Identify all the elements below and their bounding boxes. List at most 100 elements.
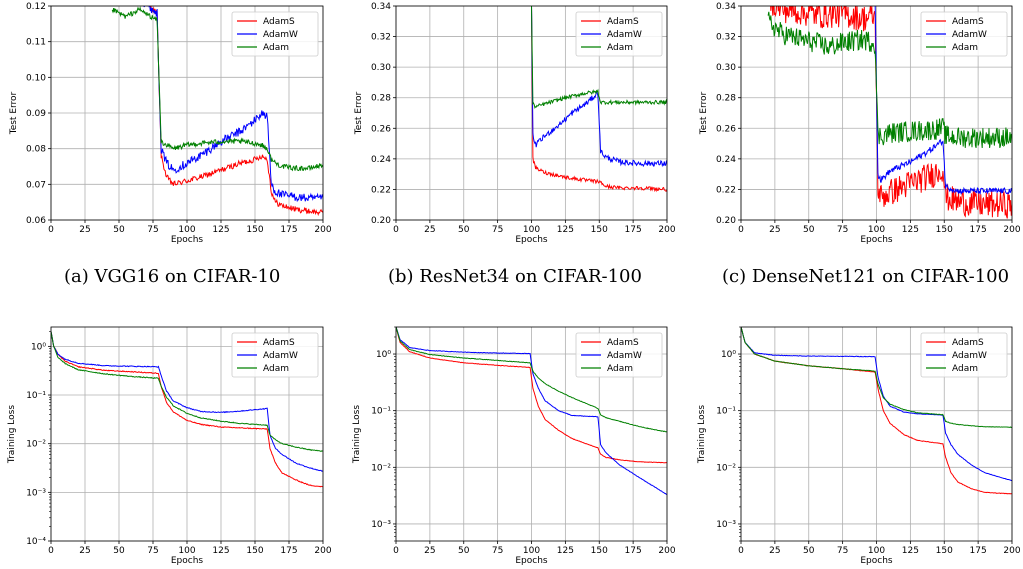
x-tick-label: 25 xyxy=(424,225,435,235)
y-tick-label: 0.11 xyxy=(26,38,46,48)
y-axis-label: Training Loss xyxy=(697,405,707,464)
x-axis-label: Epochs xyxy=(171,235,204,245)
legend-label-adamw: AdamW xyxy=(263,30,298,40)
y-tick-label: 10⁻¹ xyxy=(371,407,391,417)
x-tick-label: 175 xyxy=(970,225,987,235)
series-line-adams xyxy=(531,6,667,193)
x-tick-label: 25 xyxy=(769,546,780,556)
x-tick-label: 50 xyxy=(458,225,470,235)
y-tick-label: 0.20 xyxy=(371,216,391,226)
series-line-adams xyxy=(396,327,667,464)
caption-a: (a) VGG16 on CIFAR-10 xyxy=(64,266,281,287)
x-axis-label: Epochs xyxy=(515,235,548,245)
legend-label-adam: Adam xyxy=(607,43,633,53)
x-tick-label: 0 xyxy=(393,546,399,556)
y-tick-label: 10⁰ xyxy=(721,350,736,360)
y-tick-label: 0.08 xyxy=(26,145,46,155)
legend-label-adam: Adam xyxy=(952,43,978,53)
x-axis-label: Epochs xyxy=(860,556,893,566)
x-tick-label: 75 xyxy=(492,225,503,235)
x-tick-label: 75 xyxy=(837,225,848,235)
y-tick-label: 10⁻³ xyxy=(716,520,736,530)
y-tick-label: 0.06 xyxy=(26,216,46,226)
series-line-adam xyxy=(531,6,667,109)
x-tick-label: 150 xyxy=(591,225,608,235)
x-tick-label: 150 xyxy=(936,546,953,556)
x-axis-label: Epochs xyxy=(515,556,548,566)
series-line-adam xyxy=(111,6,323,172)
y-tick-label: 0.28 xyxy=(716,94,736,104)
legend-label-adams: AdamS xyxy=(263,17,295,27)
x-tick-label: 200 xyxy=(1003,225,1020,235)
y-tick-label: 0.26 xyxy=(371,124,391,134)
x-tick-label: 150 xyxy=(936,225,953,235)
chart-a-test: 0 25 50 75 100 125 150 175 200 0.06 0.07 0.08 0.09 0.… xyxy=(9,2,332,245)
x-tick-label: 200 xyxy=(658,546,675,556)
x-tick-label: 50 xyxy=(458,546,470,556)
x-tick-label: 50 xyxy=(113,225,125,235)
y-tick-label: 10⁻³ xyxy=(26,488,46,498)
y-tick-label: 10⁻¹ xyxy=(716,407,736,417)
y-tick-label: 10⁻² xyxy=(371,463,391,473)
legend-label-adamw: AdamW xyxy=(607,30,642,40)
legend-label-adam: Adam xyxy=(607,364,633,374)
x-tick-label: 50 xyxy=(113,546,125,556)
x-tick-label: 200 xyxy=(1003,546,1020,556)
series-line-adams xyxy=(144,6,323,217)
y-tick-label: 0.24 xyxy=(716,155,736,165)
x-tick-label: 175 xyxy=(280,546,297,556)
x-tick-label: 125 xyxy=(902,546,919,556)
legend-box xyxy=(920,332,1008,378)
legend-box xyxy=(575,332,663,378)
legend: AdamS AdamW Adam xyxy=(231,11,319,57)
x-tick-label: 200 xyxy=(314,546,331,556)
x-tick-label: 175 xyxy=(280,225,297,235)
chart-c-test: 0 25 50 75 100 125 150 175 200 0.20 0.22 0.24 0.26 0.… xyxy=(699,2,1021,245)
x-tick-label: 0 xyxy=(393,225,399,235)
x-tick-label: 25 xyxy=(79,225,90,235)
y-tick-label: 10⁻³ xyxy=(371,520,391,530)
y-tick-label: 10⁰ xyxy=(31,342,46,352)
x-tick-label: 0 xyxy=(738,225,744,235)
series-line-adam xyxy=(396,327,667,433)
legend-label-adams: AdamS xyxy=(607,338,639,348)
x-axis-label: Epochs xyxy=(171,556,204,566)
x-tick-label: 175 xyxy=(970,546,987,556)
chart-b-test: 0 25 50 75 100 125 150 175 200 0.20 0.22 0.24 0.26 0.… xyxy=(354,2,676,245)
x-tick-label: 0 xyxy=(48,546,54,556)
x-tick-label: 100 xyxy=(178,225,195,235)
y-tick-label: 0.28 xyxy=(371,94,391,104)
y-axis-label: Test Error xyxy=(354,91,364,135)
x-axis-label: Epochs xyxy=(860,235,893,245)
y-tick-label: 0.12 xyxy=(26,2,46,12)
series-line-adamw xyxy=(741,327,1012,482)
series-line-adamw xyxy=(531,6,667,168)
legend-label-adams: AdamS xyxy=(952,338,984,348)
x-tick-label: 125 xyxy=(902,225,919,235)
legend-box xyxy=(920,11,1008,57)
y-tick-label: 10⁻² xyxy=(716,463,736,473)
x-tick-label: 100 xyxy=(178,546,195,556)
y-tick-label: 0.10 xyxy=(26,73,46,83)
y-tick-label: 0.34 xyxy=(716,2,736,12)
x-tick-label: 100 xyxy=(523,546,540,556)
series-line-adam xyxy=(767,11,1012,149)
series-line-adamw xyxy=(396,327,667,496)
y-axis-label: Training Loss xyxy=(352,405,362,464)
y-tick-label: 0.07 xyxy=(26,180,46,190)
x-tick-label: 125 xyxy=(212,546,229,556)
x-tick-label: 100 xyxy=(868,225,885,235)
y-axis-label: Test Error xyxy=(9,91,19,135)
y-axis-label: Test Error xyxy=(699,91,709,135)
legend-label-adams: AdamS xyxy=(263,338,295,348)
y-tick-label: 0.24 xyxy=(371,155,391,165)
y-tick-label: 0.22 xyxy=(371,185,391,195)
legend-label-adam: Adam xyxy=(952,364,978,374)
x-tick-label: 125 xyxy=(557,225,574,235)
series-line-adamw xyxy=(51,331,323,472)
series-line-adams xyxy=(770,6,1012,219)
x-tick-label: 50 xyxy=(803,225,815,235)
x-tick-label: 25 xyxy=(79,546,90,556)
legend: AdamS AdamW Adam xyxy=(920,11,1008,57)
